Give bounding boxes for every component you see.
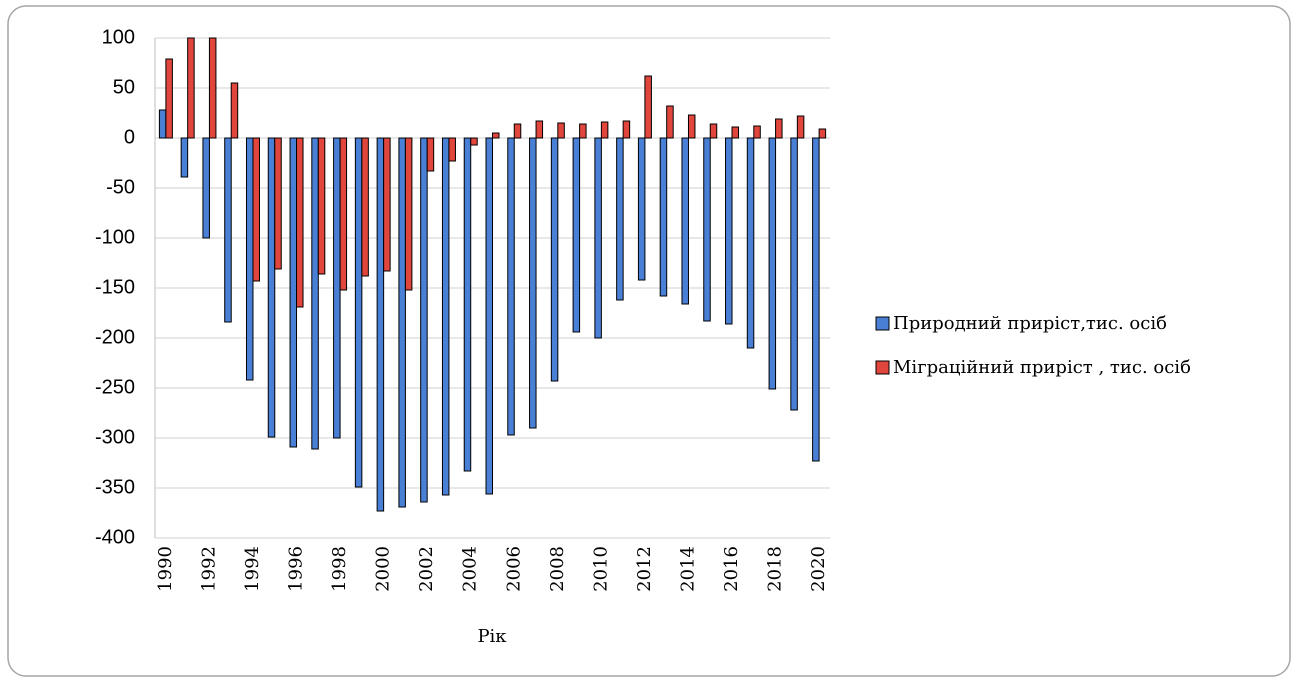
bar xyxy=(709,123,718,139)
legend-swatch xyxy=(875,316,890,331)
x-tick-label: 1996 xyxy=(286,546,307,592)
bar xyxy=(579,123,587,139)
bar xyxy=(768,137,777,390)
bar xyxy=(557,122,565,139)
bar xyxy=(666,105,674,139)
legend-label: Природний приріст,тис. осіб xyxy=(893,313,1167,334)
bar xyxy=(550,137,559,382)
y-tick-label: 100 xyxy=(102,26,135,48)
bar xyxy=(790,137,798,411)
bar xyxy=(376,137,385,512)
bar xyxy=(594,137,602,339)
bar xyxy=(644,75,652,139)
x-tick-label: 2020 xyxy=(808,546,829,592)
bar xyxy=(622,120,631,139)
x-tick-label: 2018 xyxy=(765,546,786,592)
chart-frame xyxy=(7,5,1291,677)
bar xyxy=(448,137,456,162)
bar xyxy=(485,137,493,495)
bar xyxy=(812,137,820,462)
x-tick-label: 1990 xyxy=(155,546,176,592)
bar xyxy=(180,137,189,178)
bar xyxy=(507,137,515,436)
bar xyxy=(404,137,413,291)
legend-label: Міграційний приріст , тис. осіб xyxy=(893,357,1191,378)
bar xyxy=(753,125,761,139)
bar xyxy=(165,58,173,139)
legend-swatch xyxy=(875,360,890,375)
bar xyxy=(572,137,581,333)
y-tick-label: -400 xyxy=(95,526,135,548)
bar xyxy=(529,137,537,429)
x-tick-label: 2010 xyxy=(590,546,611,592)
x-tick-label: 2012 xyxy=(634,546,655,592)
bar xyxy=(470,137,478,146)
x-tick-label: 2008 xyxy=(547,546,568,592)
bar xyxy=(775,118,783,139)
bar xyxy=(311,137,319,450)
bar xyxy=(441,137,450,496)
bar xyxy=(333,137,341,439)
bar xyxy=(535,120,544,139)
bar xyxy=(252,137,260,282)
bar xyxy=(426,137,435,172)
y-tick-label: -100 xyxy=(95,226,135,248)
x-tick-label: 1998 xyxy=(329,546,350,592)
bar xyxy=(158,109,167,139)
bar xyxy=(361,137,369,277)
bar xyxy=(245,137,254,381)
bar xyxy=(725,137,733,325)
bar xyxy=(687,114,696,139)
bar xyxy=(681,137,689,305)
y-tick-label: -150 xyxy=(95,276,135,298)
x-axis-label: Рік xyxy=(477,626,507,647)
bar xyxy=(420,137,428,503)
bar xyxy=(398,137,406,508)
bar xyxy=(187,37,195,139)
bar xyxy=(818,128,827,139)
bar xyxy=(230,82,239,139)
y-tick-label: -200 xyxy=(95,326,135,348)
bar xyxy=(354,137,363,488)
bar xyxy=(383,137,391,272)
bar xyxy=(267,137,276,438)
bar xyxy=(616,137,624,301)
x-tick-label: 1994 xyxy=(242,546,263,592)
bar xyxy=(202,137,210,239)
y-tick-label: 50 xyxy=(113,76,135,98)
bar xyxy=(224,137,232,323)
bar xyxy=(746,137,755,349)
y-tick-label: -350 xyxy=(95,476,135,498)
bar xyxy=(317,137,326,275)
bar xyxy=(339,137,348,291)
bar xyxy=(659,137,668,297)
x-tick-label: 1992 xyxy=(198,546,219,592)
bar xyxy=(731,126,740,139)
y-tick-label: 0 xyxy=(124,126,135,148)
bar xyxy=(463,137,472,472)
bar xyxy=(796,115,805,139)
bar xyxy=(289,137,298,448)
bar xyxy=(296,137,304,308)
bar xyxy=(492,132,500,139)
y-tick-label: -50 xyxy=(106,176,135,198)
x-tick-label: 2002 xyxy=(416,546,437,592)
x-tick-label: 2016 xyxy=(721,546,742,592)
x-tick-label: 2004 xyxy=(460,546,481,592)
bar xyxy=(637,137,646,281)
bar xyxy=(274,137,282,270)
bar xyxy=(208,37,217,139)
bar xyxy=(703,137,711,322)
bar xyxy=(513,123,522,139)
bar xyxy=(600,121,609,139)
y-tick-label: -250 xyxy=(95,376,135,398)
x-tick-label: 2006 xyxy=(503,546,524,592)
y-tick-label: -300 xyxy=(95,426,135,448)
x-tick-label: 2014 xyxy=(677,546,698,592)
x-tick-label: 2000 xyxy=(373,546,394,592)
